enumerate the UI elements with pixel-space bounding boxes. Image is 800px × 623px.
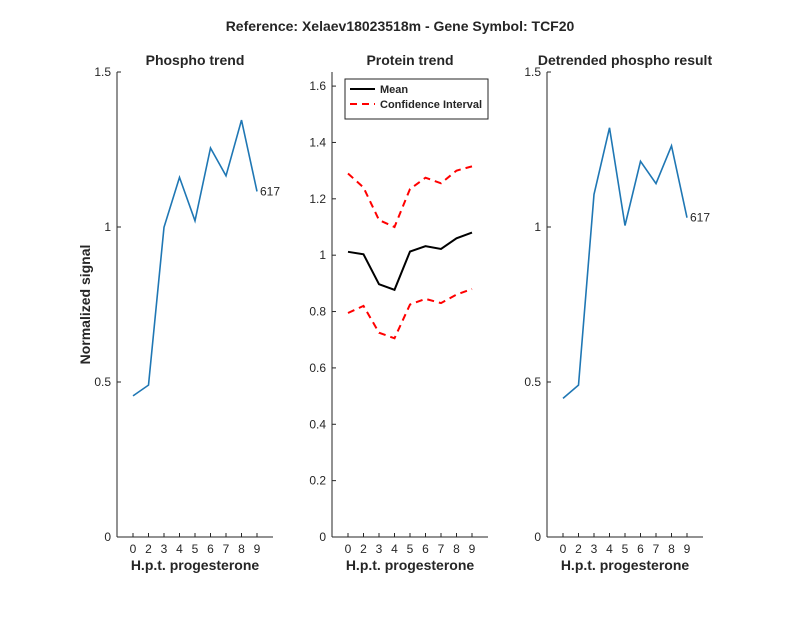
y-tick-label: 1.4 <box>309 135 326 149</box>
x-tick-label: 2 <box>360 542 367 556</box>
y-tick-label: 0.8 <box>309 305 326 319</box>
x-tick-label: 0 <box>560 542 567 556</box>
y-tick-label: 1 <box>319 248 326 262</box>
panel-title: Phospho trend <box>146 52 245 68</box>
series-line-1 <box>562 127 688 400</box>
x-tick-label: 7 <box>223 542 230 556</box>
x-axis-label: H.p.t. progesterone <box>346 557 475 573</box>
y-tick-label: 0 <box>534 530 541 544</box>
legend-entry-2: Confidence Interval <box>380 99 482 111</box>
x-tick-label: 7 <box>653 542 660 556</box>
x-tick-label: 4 <box>391 542 398 556</box>
x-tick-label: 9 <box>684 542 691 556</box>
y-tick-label: 0.5 <box>94 375 111 389</box>
panel-2: 00.20.40.60.811.21.41.60 2 3 4 5 6 7 8 9Protein … <box>309 52 489 573</box>
y-tick-label: 0.2 <box>309 474 326 488</box>
y-tick-label: 1.5 <box>524 65 541 79</box>
x-tick-label: 6 <box>637 542 644 556</box>
x-tick-label: 0 <box>130 542 137 556</box>
y-tick-label: 1.5 <box>94 65 111 79</box>
series-line-2 <box>347 165 473 229</box>
x-tick-label: 8 <box>453 542 460 556</box>
y-tick-label: 1 <box>534 220 541 234</box>
x-tick-label: 6 <box>207 542 214 556</box>
y-tick-label: 0 <box>104 530 111 544</box>
y-axis-label: Normalized signal <box>77 245 93 365</box>
panel-title: Protein trend <box>366 52 453 68</box>
figure-suptitle: Reference: Xelaev18023518m - Gene Symbol… <box>226 18 575 34</box>
series-end-label: 617 <box>690 211 710 225</box>
x-tick-label: 9 <box>469 542 476 556</box>
x-tick-label: 0 <box>345 542 352 556</box>
x-tick-label: 5 <box>407 542 414 556</box>
x-tick-label: 8 <box>238 542 245 556</box>
series-end-label: 617 <box>260 184 280 198</box>
x-tick-label: 3 <box>376 542 383 556</box>
x-tick-label: 3 <box>161 542 168 556</box>
series-line-1 <box>132 119 258 397</box>
x-tick-label: 2 <box>145 542 152 556</box>
series-line-1 <box>347 231 473 292</box>
y-tick-label: 1.6 <box>309 79 326 93</box>
x-tick-label: 5 <box>192 542 199 556</box>
x-axis-label: H.p.t. progesterone <box>131 557 260 573</box>
y-tick-label: 1 <box>104 220 111 234</box>
y-tick-label: 0.4 <box>309 417 326 431</box>
legend: Mean Confidence Interval <box>344 78 489 120</box>
y-tick-label: 0 <box>319 530 326 544</box>
x-tick-label: 4 <box>606 542 613 556</box>
y-tick-label: 0.6 <box>309 361 326 375</box>
x-tick-label: 7 <box>438 542 445 556</box>
x-tick-label: 2 <box>575 542 582 556</box>
x-tick-label: 6 <box>422 542 429 556</box>
y-tick-label: 1.2 <box>309 192 326 206</box>
x-tick-label: 5 <box>622 542 629 556</box>
y-tick-label: 0.5 <box>524 375 541 389</box>
x-tick-label: 9 <box>254 542 261 556</box>
legend-entry-1: Mean <box>380 84 408 96</box>
legend-box <box>344 78 489 120</box>
series-line-3 <box>347 288 473 340</box>
x-axis-label: H.p.t. progesterone <box>561 557 690 573</box>
x-tick-label: 3 <box>591 542 598 556</box>
panel-title: Detrended phospho result <box>538 52 713 68</box>
x-tick-label: 8 <box>668 542 675 556</box>
x-tick-label: 4 <box>176 542 183 556</box>
